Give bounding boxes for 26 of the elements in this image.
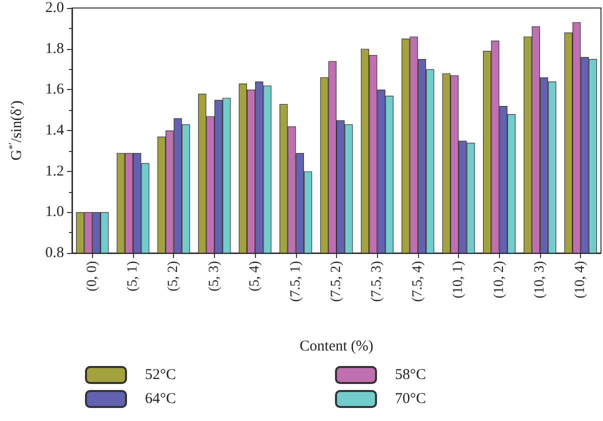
x-tick-label: (5, 3) — [206, 260, 222, 292]
y-tick-label: 1.0 — [45, 204, 64, 220]
x-axis-title: Content (%) — [300, 338, 374, 354]
legend-label: 70°C — [395, 391, 426, 407]
y-tick-label: 1.4 — [45, 122, 64, 138]
x-tick-label: (7.5, 1) — [288, 260, 304, 302]
x-tick-label: (7.5, 4) — [410, 260, 426, 302]
legend-label: 64°C — [145, 391, 176, 407]
x-tick-label: (10, 2) — [492, 260, 507, 298]
y-tick-label: 1.6 — [45, 82, 64, 98]
x-tick-label: (10, 1) — [451, 260, 466, 298]
x-tick-label: (5, 4) — [248, 260, 263, 292]
y-tick-label: 1.8 — [45, 40, 64, 57]
y-tick-label: 1.2 — [45, 163, 64, 180]
x-tick-label: (7.5, 3) — [370, 260, 385, 302]
x-tick-label: (10, 3) — [532, 260, 548, 298]
x-tick-label: (5, 2) — [166, 260, 182, 292]
y-tick-label: 0.8 — [45, 245, 64, 261]
legend-label: 52°C — [145, 367, 176, 383]
x-tick-label: (7.5, 2) — [329, 260, 344, 302]
x-tick-label: (0, 0) — [84, 260, 100, 292]
legend-label: 58°C — [395, 367, 426, 383]
y-tick-label: 2.0 — [45, 0, 64, 16]
x-tick-label: (5, 1) — [126, 260, 141, 292]
x-tick-label: (10, 4) — [573, 260, 588, 298]
y-axis-title: G*′/sin(δ′) — [8, 100, 25, 161]
